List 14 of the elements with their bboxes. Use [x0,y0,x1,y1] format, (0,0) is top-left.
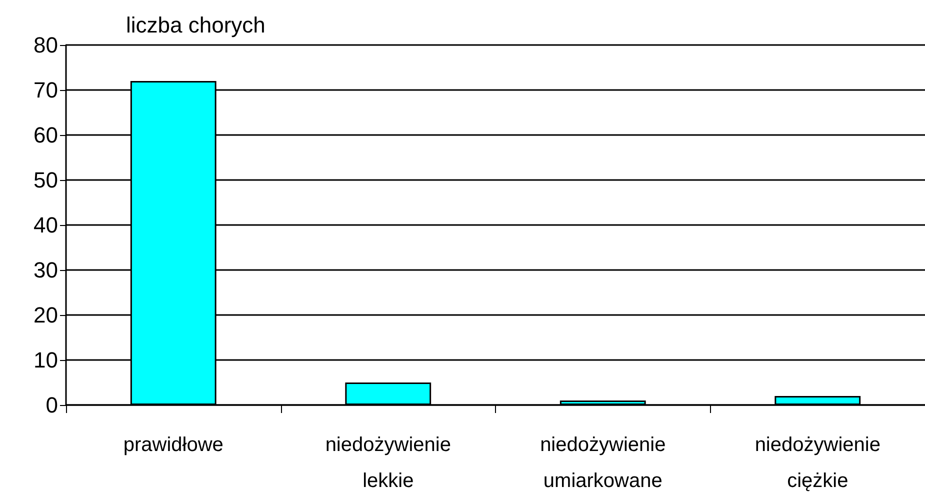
y-tick-label: 60 [34,122,58,148]
y-tick-label: 40 [34,212,58,238]
y-tick-label: 10 [34,348,58,372]
y-tick-label: 30 [34,258,58,282]
x-tick-label: niedożywienie ciężkie [754,434,880,492]
x-tick-label: niedożywienie lekkie [325,434,451,492]
y-tick-label: 80 [34,32,58,58]
y-tick-label: 20 [34,302,58,328]
y-tick-label: 50 [34,168,58,192]
x-tick-label: niedożywienie umiarkowane [540,434,666,492]
y-axis-title: liczba chorych [126,12,266,38]
x-tick-label: prawidłowe [123,434,224,456]
y-tick-label: 70 [34,78,58,102]
y-tick-label: 0 [46,392,58,418]
